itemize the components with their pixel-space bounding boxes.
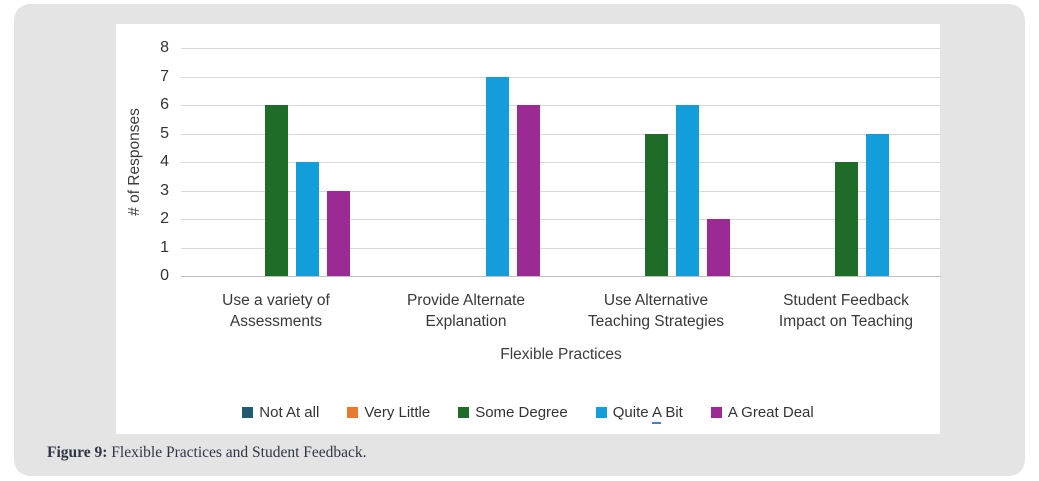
gridline-y-4	[181, 162, 941, 163]
legend-label: Quite A Bit	[613, 404, 683, 424]
bar-a-great-deal-group-1	[326, 190, 350, 276]
legend-item-very-little: Very Little	[347, 404, 430, 421]
y-tick-label-7: 7	[160, 67, 169, 85]
category-label-line: Provide Alternate	[406, 292, 526, 309]
figure-caption-text: Flexible Practices and Student Feedback.	[107, 444, 367, 461]
y-tick-label-8: 8	[160, 39, 169, 56]
legend-swatch-icon	[458, 407, 470, 418]
chart-legend: Not At all Very Little Some Degree Quite A …	[116, 404, 940, 424]
y-tick-label-3: 3	[160, 181, 169, 199]
y-tick-label-0: 0	[160, 267, 169, 284]
category-label-line: Impact on Teaching	[778, 313, 914, 330]
y-tick-label-5: 5	[160, 124, 169, 142]
legend-swatch-icon	[242, 407, 254, 418]
category-label-line: Teaching Strategies	[587, 313, 725, 330]
gridline-y-3	[181, 190, 941, 192]
legend-label: Not At all	[259, 404, 320, 421]
figure-caption-label: Figure 9:	[47, 444, 108, 461]
y-tick-label-1: 1	[160, 238, 169, 256]
legend-swatch-icon	[347, 407, 359, 418]
bar-some-degree-group-4	[834, 162, 858, 276]
bar-quite-a-bit-group-2	[485, 76, 509, 276]
legend-label: Very Little	[364, 404, 431, 421]
category-label-line: Use a variety of	[222, 292, 330, 309]
legend-swatch-icon	[710, 407, 722, 418]
gridline-y-2	[181, 219, 941, 220]
gridline-y-5	[181, 133, 941, 135]
bar-some-degree-group-3	[644, 133, 668, 276]
category-label-line: Student Feedback	[783, 292, 909, 309]
gridline-y-6	[181, 105, 941, 106]
gridline-y-0	[181, 276, 941, 277]
gridline-y-1	[181, 247, 941, 249]
legend-label: A Great Deal	[727, 404, 814, 421]
figure-caption: Figure 9: Flexible Practices and Student…	[47, 444, 367, 462]
bar-a-great-deal-group-2	[516, 105, 540, 276]
y-tick-label-2: 2	[160, 210, 169, 227]
category-label-line: Use Alternative	[603, 292, 709, 309]
category-label-4: Student Feedback Impact on Teaching	[751, 290, 941, 332]
gridline-y-8	[181, 48, 941, 49]
category-label-2: Provide Alternate Explanation	[371, 290, 561, 332]
x-axis-title: Flexible Practices	[500, 346, 622, 363]
bar-some-degree-group-1	[264, 105, 288, 276]
legend-item-not-at-all: Not At all	[242, 404, 319, 421]
category-label-1: Use a variety of Assessments	[181, 290, 371, 332]
bar-quite-a-bit-group-1	[295, 162, 319, 276]
y-tick-label-6: 6	[160, 96, 169, 113]
gridline-y-7	[181, 76, 941, 78]
bar-quite-a-bit-group-3	[675, 105, 699, 276]
bar-quite-a-bit-group-4	[865, 133, 889, 276]
legend-item-a-great-deal: A Great Deal	[710, 404, 814, 421]
category-label-line: Explanation	[425, 313, 507, 330]
bar-a-great-deal-group-3	[706, 219, 730, 276]
plot-area: 0 1 2 3 4 5 6 7 8	[160, 39, 941, 284]
legend-item-quite-a-bit: Quite A Bit	[595, 404, 683, 424]
legend-label: Some Degree	[475, 404, 568, 421]
legend-item-some-degree: Some Degree	[458, 404, 568, 421]
y-tick-label-4: 4	[160, 153, 169, 170]
category-label-line: Assessments	[229, 313, 323, 330]
category-label-3: Use Alternative Teaching Strategies	[561, 290, 751, 332]
legend-swatch-icon	[595, 407, 607, 418]
